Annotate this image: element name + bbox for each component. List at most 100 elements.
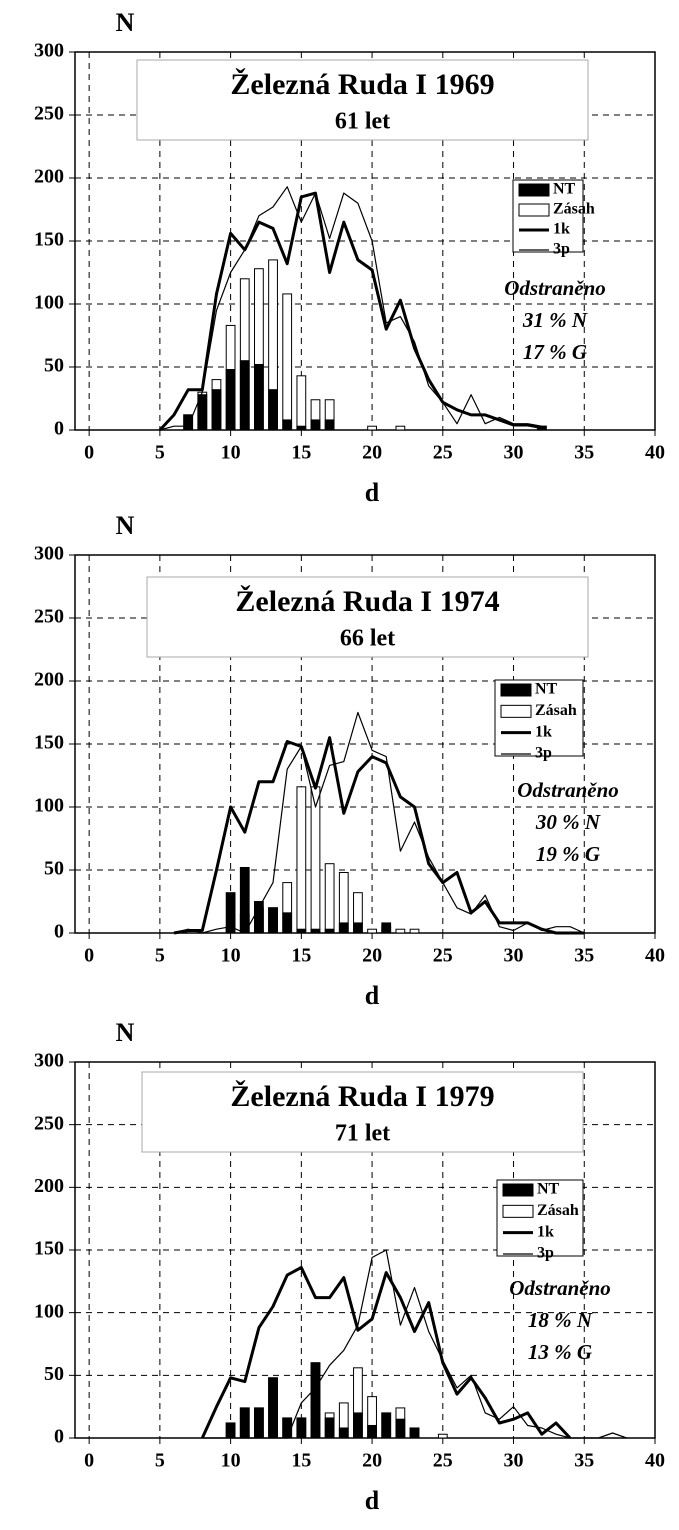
x-tick-label: 40 xyxy=(645,1450,665,1472)
y-tick-label: 100 xyxy=(34,1300,64,1322)
annotation: Odstraněno xyxy=(509,1276,611,1300)
bar xyxy=(296,928,307,934)
legend-label: 3p xyxy=(535,745,552,762)
legend-label: 1k xyxy=(537,1223,554,1240)
bar xyxy=(324,928,335,934)
line-series xyxy=(159,186,542,431)
y-tick-label: 150 xyxy=(34,1238,64,1260)
bar xyxy=(268,389,278,431)
legend-label: Zásah xyxy=(535,702,577,719)
x-tick-label: 30 xyxy=(504,442,524,464)
legend-label: NT xyxy=(535,681,558,698)
bar xyxy=(367,1424,377,1439)
x-tick-label: 25 xyxy=(433,442,453,464)
bar xyxy=(239,360,250,431)
bar xyxy=(381,922,392,934)
bar xyxy=(310,1362,321,1439)
line-series xyxy=(158,191,543,432)
bar xyxy=(409,1427,420,1439)
y-tick-label: 50 xyxy=(44,858,64,880)
y-axis-label: N xyxy=(116,8,135,37)
legend-label: Zásah xyxy=(553,201,595,218)
bar xyxy=(282,293,293,431)
x-tick-label: 20 xyxy=(362,945,382,967)
bar xyxy=(353,922,363,934)
x-tick-label: 5 xyxy=(155,945,165,967)
y-tick-label: 200 xyxy=(34,1175,64,1197)
legend-swatch xyxy=(502,1183,534,1197)
y-tick-label: 200 xyxy=(34,166,64,188)
bar xyxy=(353,1412,363,1439)
bar xyxy=(239,866,250,934)
x-tick-label: 0 xyxy=(84,442,94,464)
x-tick-label: 10 xyxy=(221,1450,241,1472)
x-tick-label: 0 xyxy=(84,945,94,967)
legend-label: 1k xyxy=(553,221,570,238)
bar xyxy=(395,1418,406,1439)
bar xyxy=(254,1407,264,1439)
legend-swatch xyxy=(500,704,532,718)
bar xyxy=(211,389,222,431)
x-tick-label: 25 xyxy=(433,1450,453,1472)
y-tick-label: 300 xyxy=(34,1050,64,1072)
legend-label: NT xyxy=(537,1181,560,1198)
x-tick-label: 25 xyxy=(433,945,453,967)
y-tick-label: 150 xyxy=(34,732,64,754)
bar xyxy=(268,907,278,934)
bar xyxy=(310,786,321,934)
legend-label: 3p xyxy=(537,1245,554,1262)
plot-frame xyxy=(74,51,656,431)
bar xyxy=(282,912,293,934)
bar xyxy=(282,1417,293,1439)
y-tick-label: 100 xyxy=(34,795,64,817)
plot-frame xyxy=(74,1061,656,1439)
chart-subtitle: 71 let xyxy=(335,1121,390,1147)
y-tick-label: 0 xyxy=(54,418,64,440)
bar xyxy=(310,928,321,934)
annotation: 13 % G xyxy=(528,1340,592,1364)
annotation: 18 % N xyxy=(528,1308,593,1332)
annotation: Odstraněno xyxy=(517,778,619,802)
bar xyxy=(183,414,194,431)
x-tick-label: 35 xyxy=(574,945,594,967)
x-tick-label: 10 xyxy=(221,945,241,967)
chart: 0 50 100 150 200 250 300 0 5 10 15 20 25 30 35 40 Železn… xyxy=(34,8,665,507)
x-axis-label: d xyxy=(365,478,380,507)
y-tick-label: 50 xyxy=(44,1363,64,1385)
chart-title: Železná Ruda I 1969 xyxy=(230,68,494,101)
bar xyxy=(254,363,264,431)
y-tick-label: 0 xyxy=(54,1426,64,1448)
bar xyxy=(395,928,406,934)
chart: 0 50 100 150 200 250 300 0 5 10 15 20 25 30 35 40 Železn… xyxy=(34,511,665,1010)
title-box xyxy=(146,576,589,658)
chart: 0 50 100 150 200 250 300 0 5 10 15 20 25 30 35 40 Železn… xyxy=(34,1018,665,1515)
chart-title: Železná Ruda I 1979 xyxy=(230,1080,494,1113)
x-tick-label: 10 xyxy=(221,442,241,464)
x-tick-label: 15 xyxy=(291,442,311,464)
bar xyxy=(437,1433,448,1439)
bar xyxy=(225,1422,236,1439)
bar xyxy=(282,419,293,431)
line-series xyxy=(200,1266,572,1440)
bar xyxy=(296,375,307,431)
bar xyxy=(324,1417,335,1439)
chart-title: Železná Ruda I 1974 xyxy=(235,585,499,618)
bar xyxy=(225,369,236,431)
annotation: 17 % G xyxy=(523,340,587,364)
x-tick-label: 30 xyxy=(504,945,524,967)
y-tick-label: 300 xyxy=(34,40,64,62)
x-tick-label: 40 xyxy=(645,945,665,967)
x-axis-label: d xyxy=(365,981,380,1010)
y-tick-label: 150 xyxy=(34,229,64,251)
bar xyxy=(409,928,420,934)
line-series xyxy=(173,711,585,934)
x-tick-label: 35 xyxy=(574,1450,594,1472)
line-series xyxy=(202,1249,627,1439)
y-tick-label: 300 xyxy=(34,543,64,565)
title-box xyxy=(136,59,589,141)
plot-frame xyxy=(74,554,656,934)
y-tick-label: 200 xyxy=(34,669,64,691)
bar xyxy=(338,922,349,934)
legend-swatch xyxy=(518,203,550,217)
x-tick-label: 15 xyxy=(291,945,311,967)
